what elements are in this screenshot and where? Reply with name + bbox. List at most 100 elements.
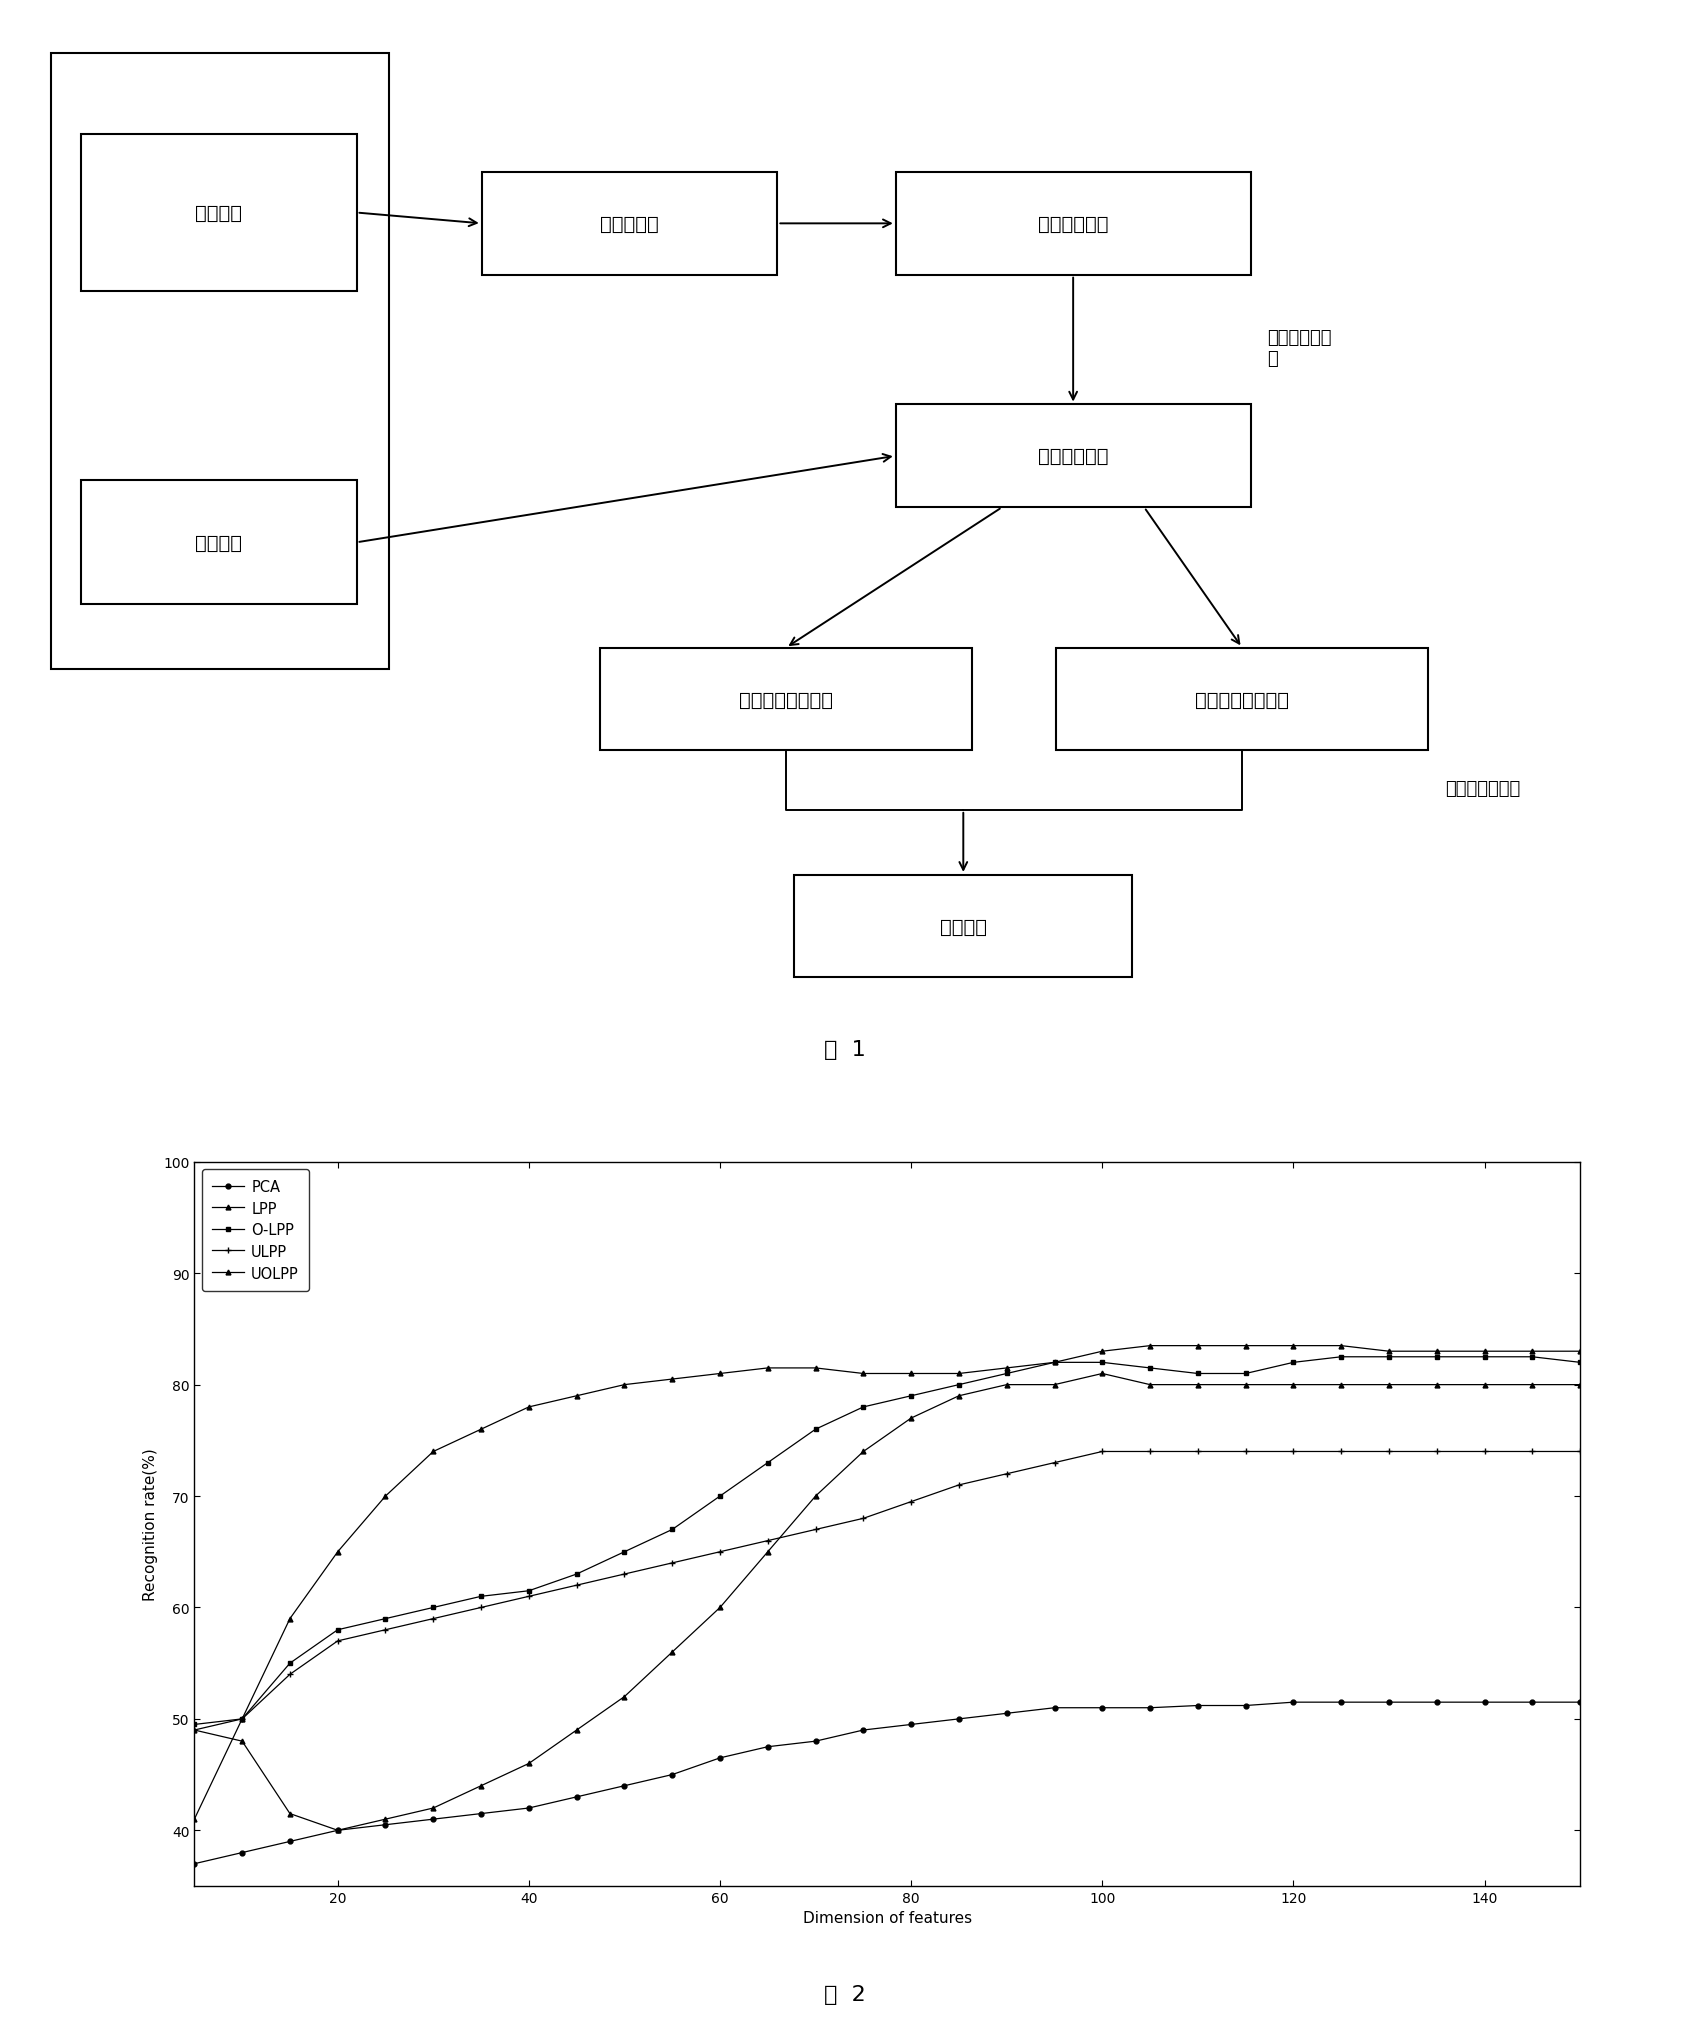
ULPP [997, 1462, 1017, 1486]
LPP [1187, 1372, 1208, 1397]
LPP [853, 1440, 873, 1464]
UOLPP [1091, 1340, 1111, 1364]
O-LPP [1473, 1346, 1493, 1370]
ULPP [948, 1472, 968, 1497]
ULPP [1378, 1440, 1398, 1464]
LPP [1331, 1372, 1351, 1397]
O-LPP [1331, 1346, 1351, 1370]
O-LPP [997, 1362, 1017, 1387]
UOLPP [1522, 1340, 1542, 1364]
O-LPP [662, 1517, 682, 1541]
UOLPP [328, 1539, 348, 1564]
PCA [806, 1729, 826, 1754]
Text: 识别结果: 识别结果 [939, 918, 986, 936]
ULPP [471, 1594, 491, 1619]
O-LPP [231, 1707, 252, 1731]
UOLPP [709, 1362, 730, 1387]
LPP [566, 1719, 586, 1743]
FancyBboxPatch shape [895, 406, 1250, 508]
LPP [1378, 1372, 1398, 1397]
LPP [471, 1774, 491, 1798]
ULPP [806, 1517, 826, 1541]
LPP [1569, 1372, 1589, 1397]
O-LPP [1140, 1356, 1160, 1380]
UOLPP [757, 1356, 777, 1380]
ULPP [375, 1617, 395, 1641]
O-LPP [1522, 1346, 1542, 1370]
PCA [375, 1813, 395, 1837]
Line: O-LPP: O-LPP [193, 1354, 1581, 1727]
FancyBboxPatch shape [600, 648, 971, 750]
PCA [1426, 1690, 1446, 1715]
ULPP [1140, 1440, 1160, 1464]
LPP [1473, 1372, 1493, 1397]
FancyBboxPatch shape [481, 173, 777, 275]
UOLPP [662, 1366, 682, 1391]
UOLPP [231, 1707, 252, 1731]
LPP [519, 1752, 539, 1776]
PCA [613, 1774, 633, 1798]
PCA [1282, 1690, 1302, 1715]
O-LPP [184, 1713, 204, 1737]
Text: 主成分分析: 主成分分析 [600, 214, 659, 234]
LPP [709, 1594, 730, 1619]
Text: 统计不相关约
束: 统计不相关约 束 [1267, 328, 1331, 367]
UOLPP [1426, 1340, 1446, 1364]
LPP [613, 1684, 633, 1709]
ULPP [662, 1552, 682, 1576]
PCA [662, 1762, 682, 1786]
UOLPP [806, 1356, 826, 1380]
O-LPP [566, 1562, 586, 1586]
LPP [1426, 1372, 1446, 1397]
ULPP [280, 1662, 301, 1686]
UOLPP [900, 1362, 921, 1387]
PCA [1331, 1690, 1351, 1715]
O-LPP [853, 1395, 873, 1419]
UOLPP [566, 1384, 586, 1409]
ULPP [1235, 1440, 1255, 1464]
O-LPP [1569, 1350, 1589, 1374]
PCA [471, 1802, 491, 1827]
O-LPP [375, 1607, 395, 1631]
FancyBboxPatch shape [51, 53, 388, 671]
Text: 图  2: 图 2 [824, 1984, 865, 2004]
O-LPP [1187, 1362, 1208, 1387]
Legend: PCA, LPP, O-LPP, ULPP, UOLPP: PCA, LPP, O-LPP, ULPP, UOLPP [201, 1170, 309, 1291]
PCA [997, 1701, 1017, 1725]
UOLPP [613, 1372, 633, 1397]
Line: LPP: LPP [193, 1372, 1581, 1833]
PCA [1091, 1696, 1111, 1721]
PCA [1044, 1696, 1064, 1721]
LPP [375, 1807, 395, 1831]
X-axis label: Dimension of features: Dimension of features [802, 1911, 971, 1925]
UOLPP [1473, 1340, 1493, 1364]
FancyBboxPatch shape [895, 173, 1250, 275]
ULPP [1091, 1440, 1111, 1464]
ULPP [184, 1719, 204, 1743]
O-LPP [1235, 1362, 1255, 1387]
UOLPP [948, 1362, 968, 1387]
LPP [757, 1539, 777, 1564]
ULPP [1522, 1440, 1542, 1464]
Line: PCA: PCA [193, 1701, 1581, 1866]
UOLPP [853, 1362, 873, 1387]
LPP [184, 1719, 204, 1743]
UOLPP [375, 1484, 395, 1509]
PCA [231, 1841, 252, 1866]
LPP [1091, 1362, 1111, 1387]
UOLPP [997, 1356, 1017, 1380]
ULPP [231, 1707, 252, 1731]
UOLPP [1044, 1350, 1064, 1374]
ULPP [853, 1507, 873, 1531]
UOLPP [1569, 1340, 1589, 1364]
LPP [1235, 1372, 1255, 1397]
FancyBboxPatch shape [1056, 648, 1427, 750]
O-LPP [757, 1450, 777, 1474]
LPP [231, 1729, 252, 1754]
ULPP [613, 1562, 633, 1586]
PCA [1522, 1690, 1542, 1715]
ULPP [566, 1574, 586, 1599]
Text: 图  1: 图 1 [824, 1040, 865, 1058]
LPP [662, 1639, 682, 1664]
PCA [757, 1735, 777, 1760]
